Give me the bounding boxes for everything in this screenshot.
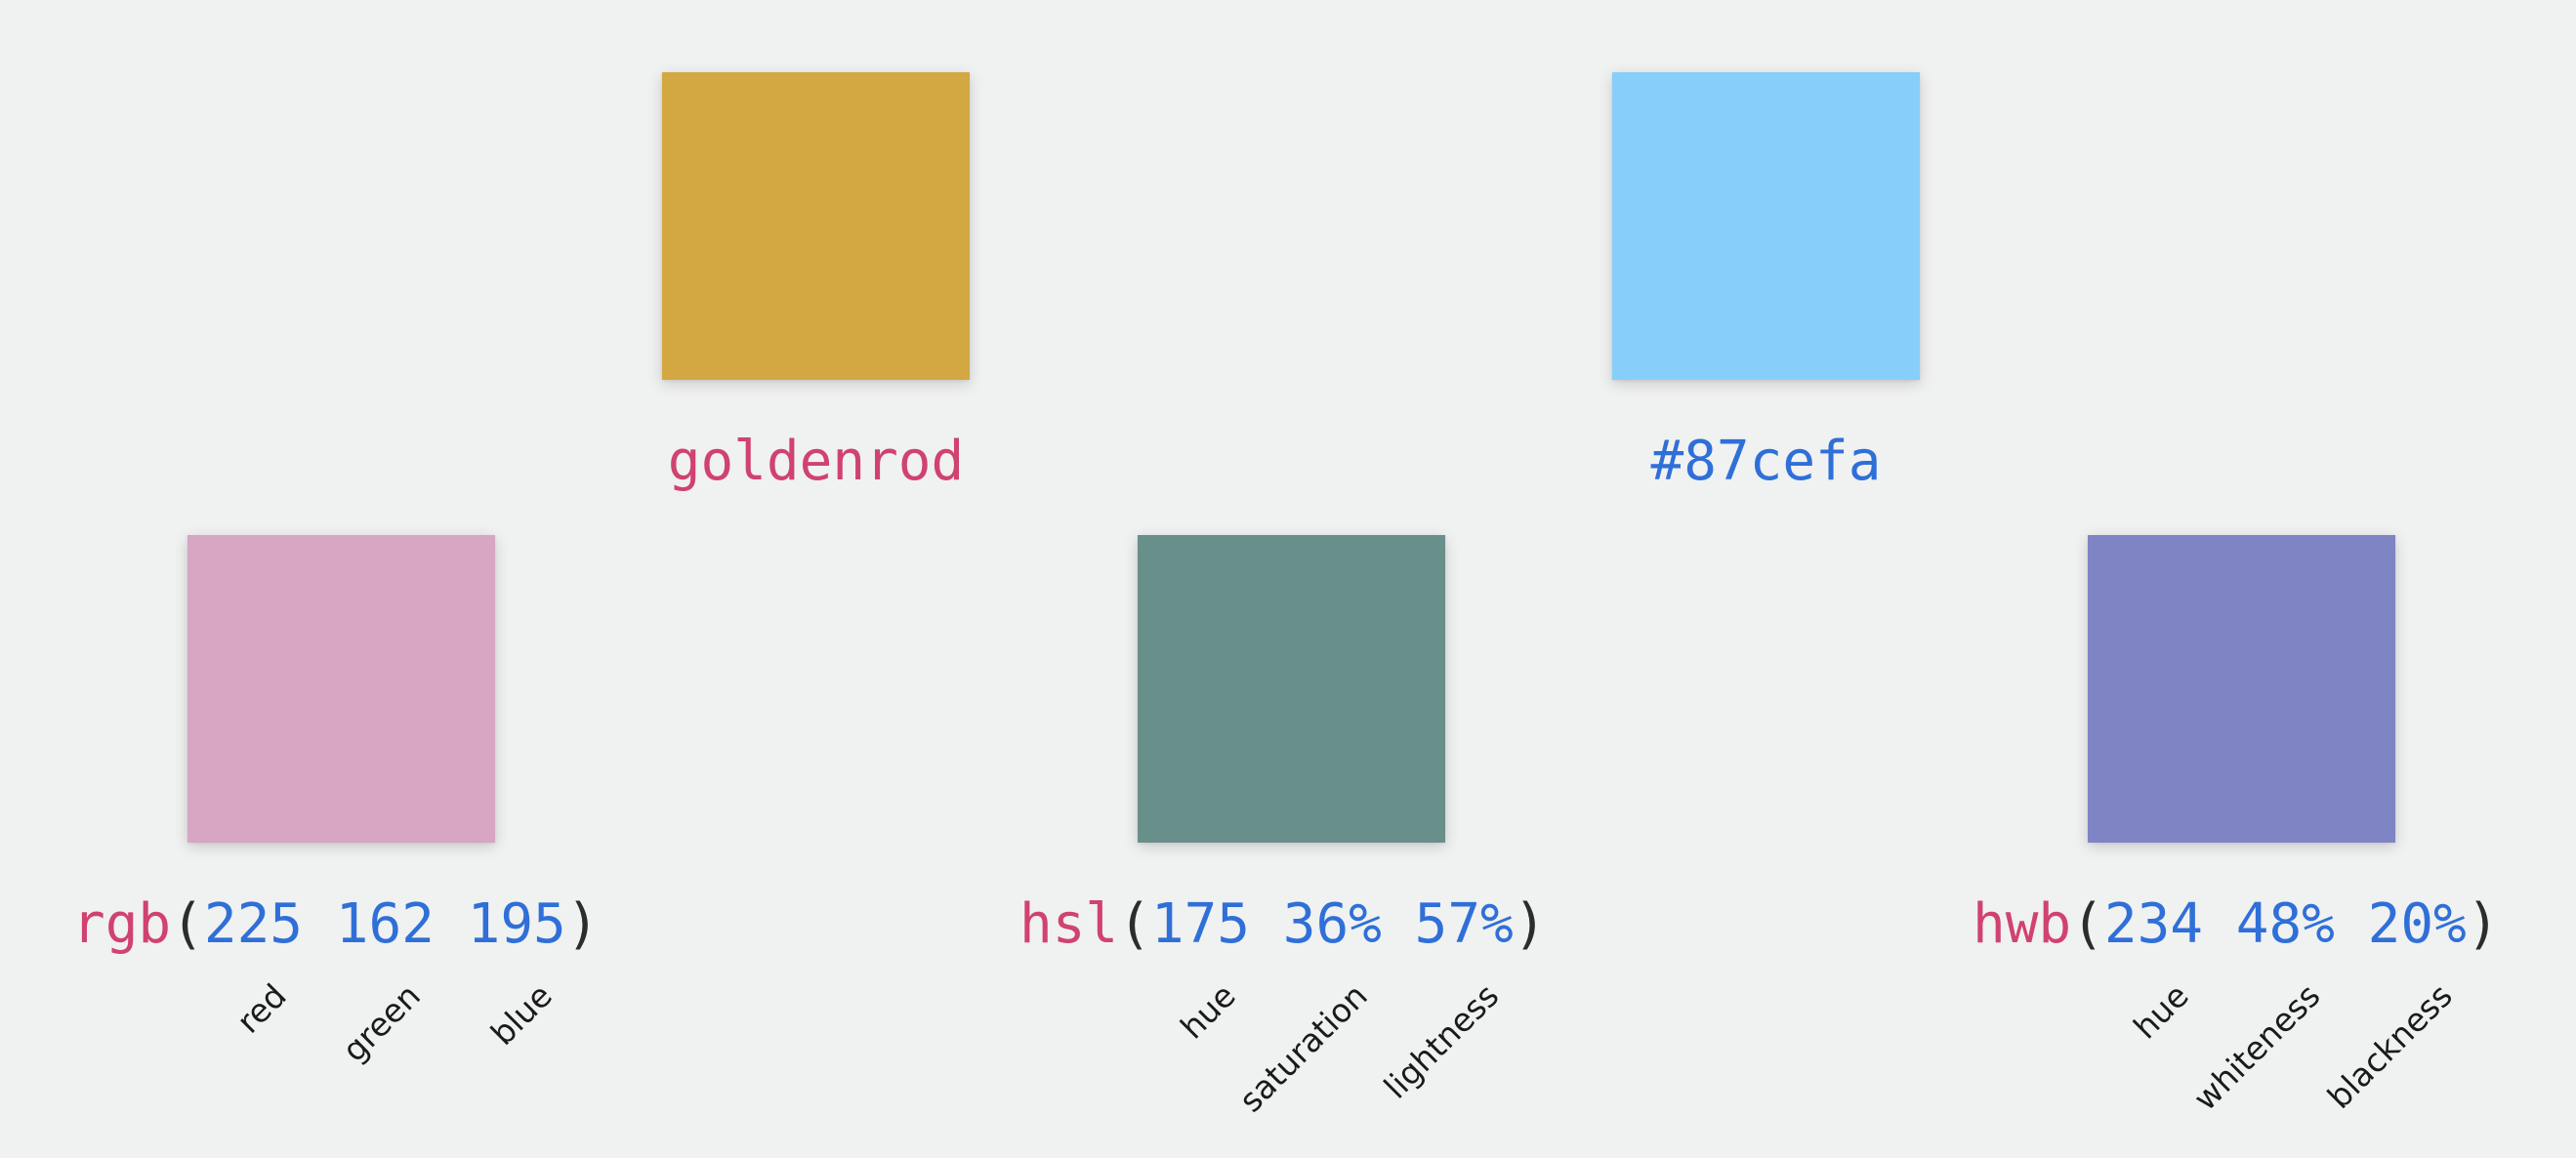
hsl-function-name: hsl: [1019, 892, 1119, 956]
hwb-function-name: hwb: [1973, 892, 2072, 956]
close-paren: ): [565, 892, 600, 956]
close-paren: ): [1513, 892, 1547, 956]
rgb-function-name: rgb: [72, 892, 172, 956]
hwb-swatch: [2088, 535, 2395, 843]
hwb-notation: hwb(234 48% 20%): [1973, 890, 2500, 959]
hsl-swatch: [1138, 535, 1445, 843]
close-paren: ): [2466, 892, 2500, 956]
hwb-label-whiteness: whiteness: [2185, 976, 2328, 1118]
hwb-blackness-value: 20%: [2367, 892, 2467, 956]
open-paren: (: [1118, 892, 1151, 956]
hwb-label-blackness: blackness: [2319, 976, 2460, 1116]
rgb-label-green: green: [334, 976, 428, 1069]
hsl-lightness-value: 57%: [1414, 892, 1514, 956]
rgb-swatch: [187, 535, 495, 843]
rgb-notation: rgb(225 162 195): [72, 890, 600, 959]
named-color-label: goldenrod: [667, 430, 965, 493]
hsl-label-lightness: lightness: [1376, 976, 1507, 1106]
open-paren: (: [171, 892, 204, 956]
rgb-green-value: 162: [335, 892, 435, 956]
rgb-red-value: 225: [203, 892, 304, 956]
hwb-label-hue: hue: [2126, 976, 2196, 1047]
hex-swatch: [1612, 72, 1920, 380]
rgb-blue-value: 195: [467, 892, 566, 956]
hwb-whiteness-value: 48%: [2235, 892, 2335, 956]
rgb-label-blue: blue: [482, 976, 560, 1054]
hex-color-label: #87cefa: [1650, 430, 1882, 493]
hsl-label-hue: hue: [1173, 976, 1243, 1047]
rgb-label-red: red: [229, 976, 294, 1041]
hsl-notation: hsl(175 36% 57%): [1019, 890, 1547, 959]
hsl-label-saturation: saturation: [1231, 976, 1375, 1120]
goldenrod-swatch: [662, 72, 970, 380]
hsl-saturation-value: 36%: [1282, 892, 1382, 956]
hsl-hue-value: 175: [1150, 892, 1251, 956]
open-paren: (: [2071, 892, 2104, 956]
hwb-hue-value: 234: [2103, 892, 2204, 956]
